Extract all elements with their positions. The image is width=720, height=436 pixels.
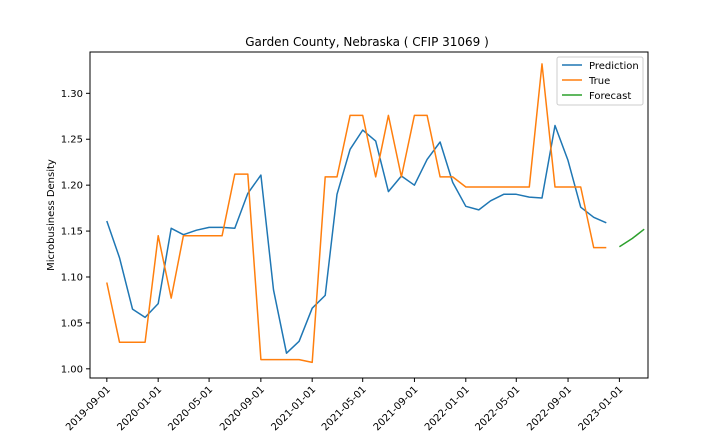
y-tick-label: 1.20: [61, 181, 83, 192]
y-tick-label: 1.15: [61, 227, 83, 238]
legend-label-forecast: Forecast: [589, 91, 631, 102]
x-tick-label: 2022-09-01: [525, 384, 574, 432]
x-tick-label: 2023-01-01: [577, 384, 626, 432]
plot-area-frame: [89, 51, 649, 379]
x-tick-label: 2020-09-01: [218, 384, 267, 432]
x-tick-label: 2021-01-01: [269, 384, 318, 432]
legend-label-prediction: Prediction: [589, 61, 639, 72]
x-tick-label: 2021-05-01: [320, 384, 369, 432]
series-line-prediction: [106, 124, 607, 354]
x-tick-label: 2022-05-01: [474, 384, 523, 432]
y-tick-label: 1.30: [61, 89, 83, 100]
x-tick-label: 2020-01-01: [115, 384, 164, 432]
y-tick-label: 1.25: [61, 135, 83, 146]
legend: Prediction True Forecast: [556, 56, 644, 106]
x-tick-label: 2022-01-01: [423, 384, 472, 432]
chart-title: Garden County, Nebraska ( CFIP 31069 ): [245, 35, 489, 49]
y-tick-label: 1.10: [61, 272, 83, 283]
y-axis-label: Microbusiness Density: [46, 159, 57, 271]
series-line-forecast: [618, 228, 645, 248]
y-tick-label: 1.05: [61, 318, 83, 329]
series-line-true: [106, 63, 607, 364]
x-tick-label: 2019-09-01: [64, 384, 113, 432]
legend-box: [556, 56, 644, 106]
x-tick-label: 2021-09-01: [372, 384, 421, 432]
y-tick-label: 1.00: [61, 364, 83, 375]
legend-label-true: True: [588, 76, 610, 87]
x-tick-label: 2020-05-01: [166, 384, 215, 432]
